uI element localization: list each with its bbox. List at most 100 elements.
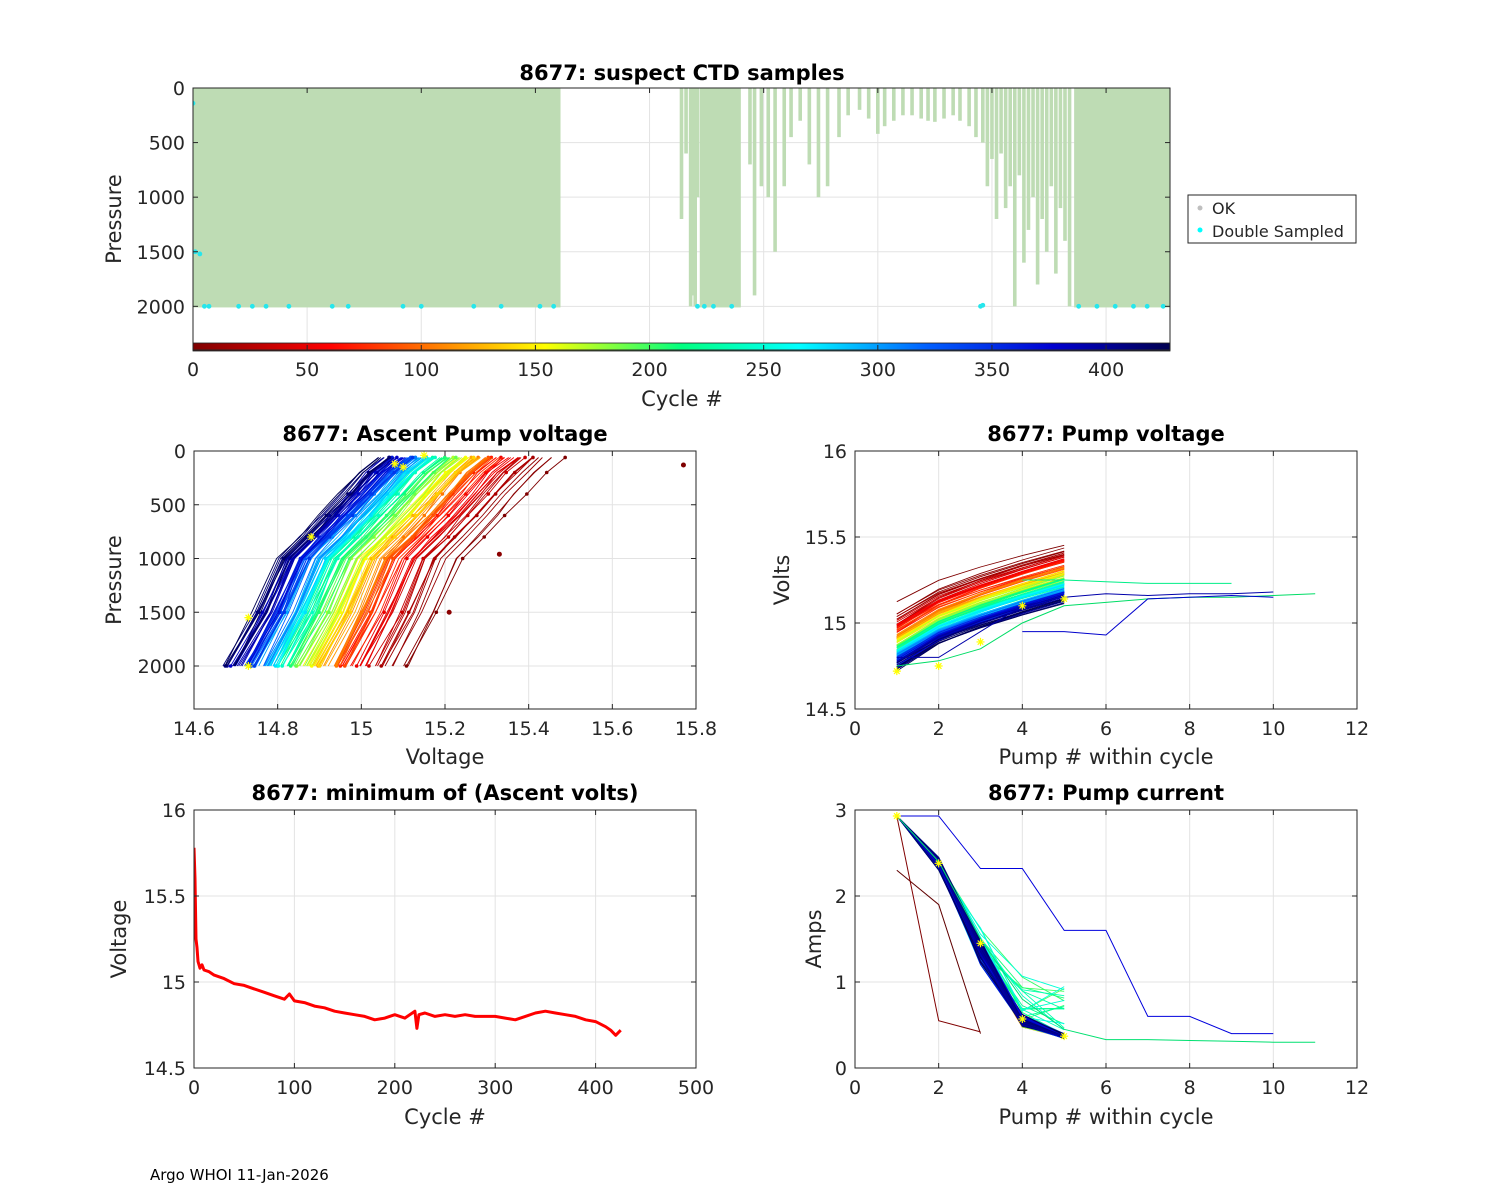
- double-sampled-point: [471, 303, 477, 309]
- pumpv-cycle-line: [896, 584, 1065, 653]
- ok-profile-column: [691, 88, 695, 296]
- pumpv-cycle-line: [896, 554, 1065, 617]
- ascent-star-marker: [420, 451, 429, 460]
- ok-profile-column: [1049, 88, 1054, 187]
- ok-profile-column: [857, 88, 862, 110]
- ascent-profile-line: [350, 457, 509, 667]
- ok-profile-column: [1008, 88, 1013, 187]
- ok-sample-block: [699, 88, 741, 308]
- pumpc-long-line: [896, 815, 1274, 1035]
- ascent-profile-line: [368, 457, 526, 667]
- ok-profile-column: [866, 88, 871, 119]
- minv-ytick-label: 15.5: [144, 886, 186, 908]
- minv-data-layer: [194, 847, 622, 1037]
- ascent-sample-point: [454, 455, 458, 460]
- ctd-xlabel: Cycle #: [641, 387, 723, 411]
- minv-plot-area: [194, 810, 696, 1068]
- pumpv-cycle-line: [896, 556, 1065, 623]
- double-sampled-point: [400, 303, 406, 309]
- ctd-ytick-label: 500: [149, 133, 185, 155]
- pumpc-xtick-label: 0: [849, 1077, 861, 1099]
- pumpc-star-marker: [892, 812, 901, 821]
- pumpv-ylabel: Volts: [770, 555, 794, 606]
- minv-ytick-label: 14.5: [144, 1058, 186, 1080]
- ctd-data-layer: [193, 88, 1170, 309]
- ascent-star-marker: [390, 459, 399, 468]
- pumpc-early-line: [896, 869, 981, 1034]
- minv-xtick-label: 200: [377, 1077, 413, 1099]
- pumpv-cycle-line: [896, 559, 1065, 626]
- ascent-outlier-point: [680, 462, 686, 468]
- pumpv-star-marker: [934, 662, 943, 670]
- pumpv-xtick-label: 12: [1345, 718, 1369, 740]
- ascent-profile-line: [298, 457, 456, 667]
- double-sampled-point: [345, 303, 351, 309]
- double-sampled-point: [286, 303, 292, 309]
- ok-profile-column: [1003, 88, 1008, 209]
- ascent-sample-point: [413, 455, 418, 460]
- ascent-sample-point: [512, 470, 517, 475]
- ascent-profile-line: [382, 457, 533, 667]
- pumpv-star-marker: [976, 637, 985, 646]
- ok-profile-column: [688, 88, 693, 307]
- legend-double-marker: [1197, 227, 1203, 233]
- pumpc-early-line: [896, 815, 981, 1033]
- double-sampled-point: [711, 303, 716, 309]
- pumpc-ytick-label: 2: [835, 886, 847, 908]
- ok-profile-column: [816, 88, 821, 198]
- pumpv-cycle-line: [896, 555, 1065, 621]
- ctd-xtick-label: 200: [631, 359, 667, 381]
- ascent-ytick-label: 500: [150, 495, 186, 517]
- ok-profile-column: [846, 88, 850, 116]
- ascent-profile-line: [306, 457, 462, 667]
- ok-profile-column: [981, 88, 985, 143]
- ascent-star-marker: [307, 533, 316, 541]
- double-sampled-point: [695, 303, 700, 309]
- ascent-ytick-label: 1500: [138, 602, 186, 624]
- pumpv-cycle-line: [896, 564, 1065, 631]
- ascent-sample-point: [356, 535, 360, 539]
- pumpv-title: 8677: Pump voltage: [987, 422, 1225, 446]
- ascent-sample-point: [327, 610, 331, 615]
- ascent-profile-line: [380, 457, 534, 667]
- pumpc-long-line: [896, 815, 1316, 1043]
- ascent-xtick-label: 15.6: [591, 718, 633, 740]
- legend-double-label: Double Sampled: [1212, 222, 1344, 241]
- ascent-sample-point: [307, 556, 312, 561]
- ascent-sample-point: [414, 513, 419, 518]
- ascent-sample-point: [367, 664, 371, 668]
- ascent-profile-line: [248, 457, 412, 667]
- ascent-profile-line: [291, 457, 450, 667]
- ascent-profile-line: [264, 457, 418, 667]
- ascent-profile-line: [281, 457, 436, 667]
- pumpv-cycle-line: [896, 560, 1065, 629]
- ctd-xtick-label: 150: [517, 359, 553, 381]
- ctd-chart: 0 50 100 150 200 250 300 350 400 0 500 1000 1500 2000…: [102, 61, 1357, 411]
- pumpc-xtick-label: 2: [933, 1077, 945, 1099]
- ascent-sample-point: [276, 664, 281, 668]
- ascent-sample-point: [228, 664, 233, 668]
- ascent-data-layer: [222, 451, 686, 670]
- ctd-xtick-label: 350: [974, 359, 1010, 381]
- ctd-legend: OK Double Sampled: [1187, 194, 1357, 244]
- ascent-sample-point: [364, 535, 368, 539]
- ascent-sample-point: [435, 492, 439, 496]
- ctd-xtick-label: 400: [1088, 359, 1124, 381]
- ascent-profile-line: [391, 457, 543, 667]
- ascent-sample-point: [369, 610, 373, 615]
- ok-profile-column: [773, 88, 777, 252]
- minv-ytick-label: 16: [162, 800, 186, 822]
- minv-xtick-label: 400: [577, 1077, 613, 1099]
- ascent-sample-point: [544, 470, 549, 475]
- ascent-sample-point: [353, 513, 358, 518]
- ascent-title: 8677: Ascent Pump voltage: [282, 422, 607, 446]
- ascent-sample-point: [460, 556, 465, 561]
- ascent-ytick-label: 1000: [138, 549, 186, 571]
- ok-profile-column: [1058, 88, 1063, 209]
- ctd-xtick-label: 50: [295, 359, 319, 381]
- ascent-sample-point: [350, 513, 355, 518]
- ok-profile-column: [974, 88, 978, 138]
- ascent-profile-line: [268, 457, 423, 667]
- minv-ylabel: Voltage: [107, 900, 131, 979]
- ascent-sample-point: [371, 556, 376, 561]
